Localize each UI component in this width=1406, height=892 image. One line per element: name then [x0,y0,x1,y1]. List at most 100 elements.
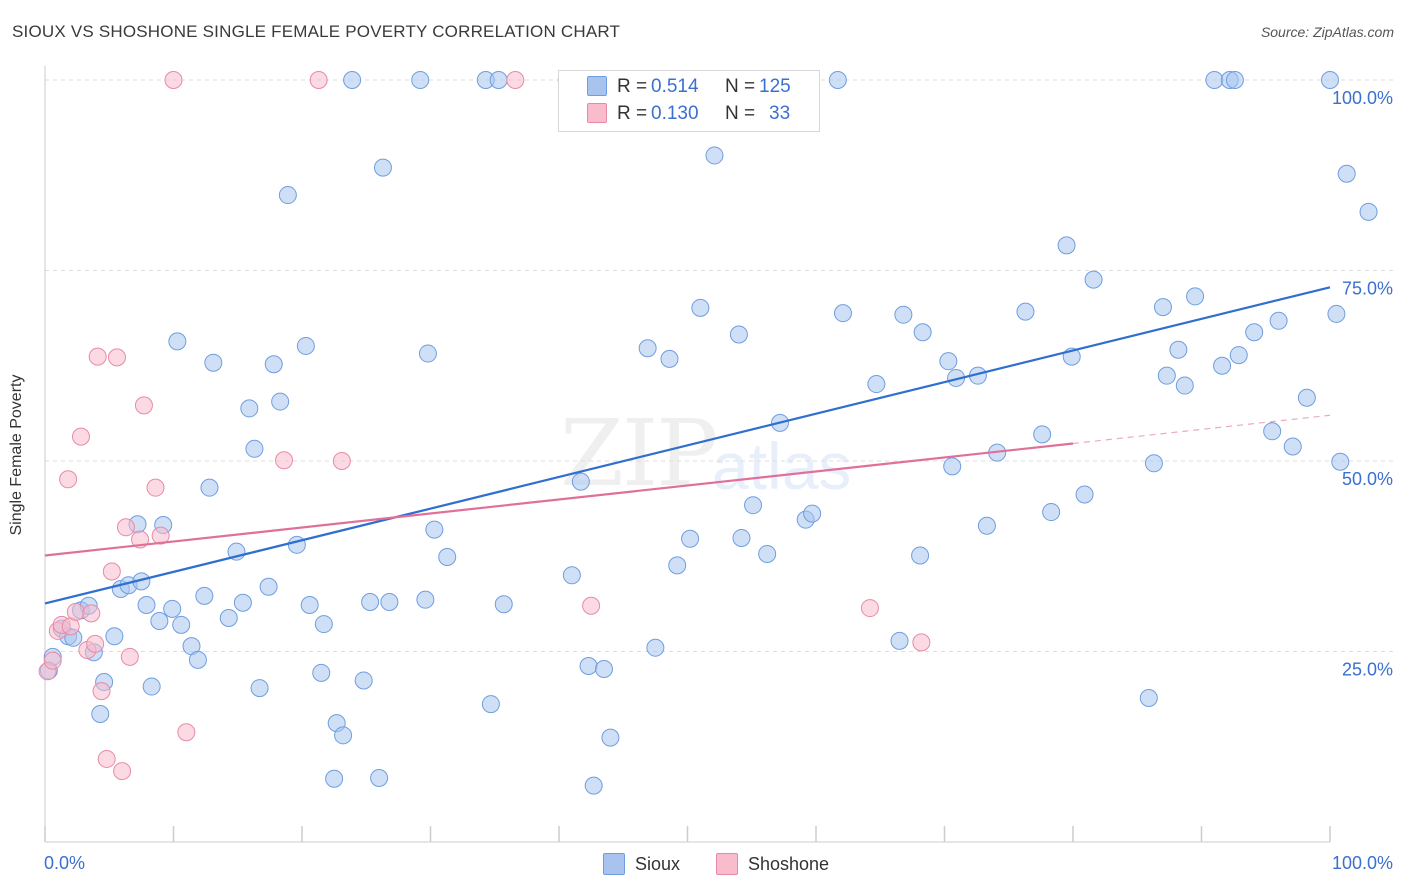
shoshone-point [66,602,85,621]
sioux-point [219,608,238,627]
sioux-point [195,586,214,605]
sioux-point [1229,346,1248,365]
sioux-point [744,496,763,515]
sioux-point [894,305,913,324]
sioux-point [200,478,219,497]
shoshone-trend-line [44,442,1074,557]
sioux-trend-line [44,286,1331,605]
sioux-point [259,577,278,596]
sioux-point [562,566,581,585]
sioux-point [705,146,724,165]
sioux-point [1139,688,1158,707]
sioux-r-value: 0.514 [651,76,699,97]
legend-row-sioux: R = 0.514 N = 125 [559,75,819,99]
shoshone-point [309,71,328,89]
sioux-point [418,344,437,363]
x-tick-label-min: 0.0% [44,853,85,873]
sioux-point [1359,202,1378,221]
sioux-point [250,679,269,698]
shoshone-point [116,518,135,537]
shoshone-point [102,562,121,581]
shoshone-point [177,723,196,742]
sioux-point [1297,388,1316,407]
sioux-point [163,599,182,618]
sioux-point [1269,311,1288,330]
shoshone-point [107,348,126,367]
sioux-point [489,71,508,89]
sioux-point [411,71,430,89]
shoshone-point [134,396,153,415]
sioux-n-value: 125 [759,76,791,97]
n-label: N = [725,76,756,97]
sioux-point [361,592,380,611]
sioux-point [1331,452,1350,471]
sioux-point [758,544,777,563]
sioux-point [1169,340,1188,359]
sioux-point [911,546,930,565]
sioux-point [373,158,392,177]
sioux-point [91,704,110,723]
shoshone-n-value: 33 [769,103,791,124]
y-tick-label: 75.0% [1342,279,1393,299]
sioux-point [594,660,613,679]
sioux-point [579,656,598,675]
sioux-point [1205,71,1224,89]
sioux-point [867,375,886,394]
sioux-point [913,323,932,342]
sioux-point [204,353,223,372]
sioux-point [1075,485,1094,504]
sioux-point [334,726,353,745]
sioux-point [278,186,297,205]
shoshone-swatch [587,103,607,123]
sioux-point [494,595,513,614]
sioux-point [240,399,259,418]
shoshone-point [164,71,183,89]
sioux-point [296,336,315,355]
shoshone-point [582,596,601,615]
sioux-point [380,592,399,611]
shoshone-point [275,451,294,470]
sioux-point [729,325,748,344]
r-label: R = [617,76,648,97]
shoshone-legend-label: Shoshone [748,853,830,874]
sioux-point [828,71,847,89]
shoshone-point [146,478,165,497]
sioux-point [939,352,958,371]
correlation-legend: R = 0.514 N = 125 R = 0.130 N = 33 [558,70,820,132]
shoshone-point [912,633,931,652]
sioux-point [264,355,283,374]
sioux-point [638,339,657,358]
y-tick-label: 50.0% [1342,469,1393,489]
sioux-point [245,439,264,458]
sioux-point [668,556,687,575]
sioux-point [833,304,852,323]
legend-row-shoshone: R = 0.130 N = 33 [559,102,819,126]
sioux-point [1337,164,1356,183]
shoshone-point [43,651,62,670]
sioux-point [416,590,435,609]
sioux-point [312,663,331,682]
sioux-point [601,728,620,747]
sioux-point [1157,366,1176,385]
sioux-point [1153,298,1172,317]
sioux-point [314,615,333,634]
sioux-point [1084,270,1103,289]
sioux-point [1144,454,1163,473]
sioux-point [1327,304,1346,323]
sioux-point [233,593,252,612]
shoshone-point [332,452,351,470]
sioux-point [188,650,207,669]
shoshone-point [82,604,101,623]
sioux-point [1263,422,1282,441]
sioux-point [732,528,751,547]
sioux-point [354,671,373,690]
sioux-point [425,520,444,539]
sioux-point [943,457,962,476]
sioux-legend-swatch [603,853,625,875]
sioux-legend-label: Sioux [635,853,681,874]
sioux-point [1225,71,1244,89]
sioux-point [803,504,822,523]
sioux-point [481,695,500,714]
shoshone-point [113,762,132,781]
shoshone-point [120,647,139,666]
